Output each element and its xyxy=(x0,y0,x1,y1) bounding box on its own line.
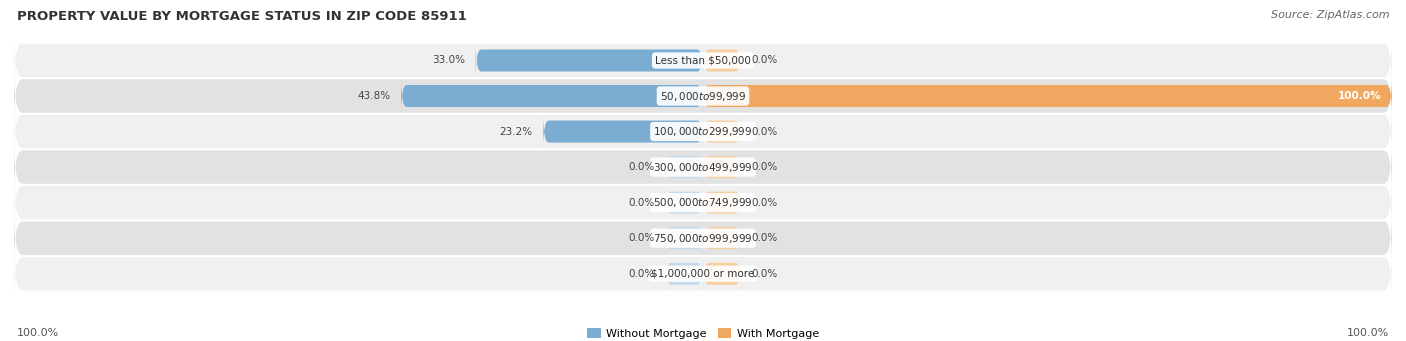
FancyBboxPatch shape xyxy=(703,221,741,256)
Legend: Without Mortgage, With Mortgage: Without Mortgage, With Mortgage xyxy=(582,324,824,341)
FancyBboxPatch shape xyxy=(14,70,1392,122)
FancyBboxPatch shape xyxy=(14,106,1392,158)
Text: $1,000,000 or more: $1,000,000 or more xyxy=(651,269,755,279)
FancyBboxPatch shape xyxy=(543,114,703,149)
FancyBboxPatch shape xyxy=(703,78,1392,114)
Text: 0.0%: 0.0% xyxy=(751,233,778,243)
Text: $500,000 to $749,999: $500,000 to $749,999 xyxy=(654,196,752,209)
Text: PROPERTY VALUE BY MORTGAGE STATUS IN ZIP CODE 85911: PROPERTY VALUE BY MORTGAGE STATUS IN ZIP… xyxy=(17,10,467,23)
Text: Source: ZipAtlas.com: Source: ZipAtlas.com xyxy=(1271,10,1389,20)
Text: 0.0%: 0.0% xyxy=(751,127,778,136)
FancyBboxPatch shape xyxy=(665,150,703,184)
FancyBboxPatch shape xyxy=(401,78,703,114)
Text: 100.0%: 100.0% xyxy=(1339,91,1382,101)
Text: $750,000 to $999,999: $750,000 to $999,999 xyxy=(654,232,752,245)
Text: Less than $50,000: Less than $50,000 xyxy=(655,56,751,65)
FancyBboxPatch shape xyxy=(703,114,741,149)
Text: 0.0%: 0.0% xyxy=(628,233,655,243)
FancyBboxPatch shape xyxy=(14,141,1392,193)
FancyBboxPatch shape xyxy=(665,185,703,220)
Text: 23.2%: 23.2% xyxy=(499,127,533,136)
FancyBboxPatch shape xyxy=(665,256,703,291)
Text: 0.0%: 0.0% xyxy=(628,269,655,279)
FancyBboxPatch shape xyxy=(14,212,1392,264)
Text: $300,000 to $499,999: $300,000 to $499,999 xyxy=(654,161,752,174)
Text: 100.0%: 100.0% xyxy=(17,328,59,338)
FancyBboxPatch shape xyxy=(665,221,703,256)
Text: $50,000 to $99,999: $50,000 to $99,999 xyxy=(659,89,747,103)
Text: 0.0%: 0.0% xyxy=(628,198,655,208)
FancyBboxPatch shape xyxy=(14,248,1392,300)
FancyBboxPatch shape xyxy=(703,150,741,184)
Text: $100,000 to $299,999: $100,000 to $299,999 xyxy=(654,125,752,138)
Text: 0.0%: 0.0% xyxy=(751,198,778,208)
FancyBboxPatch shape xyxy=(14,177,1392,228)
FancyBboxPatch shape xyxy=(703,43,741,78)
Text: 100.0%: 100.0% xyxy=(1347,328,1389,338)
FancyBboxPatch shape xyxy=(703,185,741,220)
FancyBboxPatch shape xyxy=(475,43,703,78)
Text: 0.0%: 0.0% xyxy=(751,162,778,172)
FancyBboxPatch shape xyxy=(703,256,741,291)
Text: 0.0%: 0.0% xyxy=(751,56,778,65)
FancyBboxPatch shape xyxy=(14,34,1392,86)
Text: 33.0%: 33.0% xyxy=(432,56,465,65)
Text: 0.0%: 0.0% xyxy=(751,269,778,279)
Text: 43.8%: 43.8% xyxy=(357,91,391,101)
Text: 0.0%: 0.0% xyxy=(628,162,655,172)
